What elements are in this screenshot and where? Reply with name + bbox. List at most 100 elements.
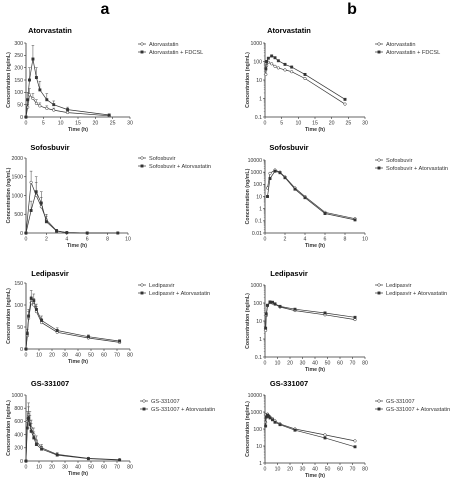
x-tick-label: 40 <box>75 353 81 359</box>
x-tick-label: 15 <box>75 121 81 127</box>
series-line <box>267 169 356 220</box>
y-tick-label: 10 <box>256 78 262 84</box>
x-tick-label: 0 <box>264 237 267 243</box>
y-tick-label: 50 <box>17 325 23 331</box>
data-point <box>353 445 357 449</box>
data-point <box>353 218 357 222</box>
data-point <box>276 59 280 63</box>
data-point <box>264 312 268 316</box>
y-tick-label: 10000 <box>248 393 263 399</box>
x-tick-label: 0 <box>25 121 28 127</box>
x-tick-label: 70 <box>350 361 356 367</box>
x-tick-label: 80 <box>362 467 368 473</box>
x-tick-label: 0 <box>264 361 267 367</box>
series-line <box>265 414 356 448</box>
panel-label-b: b <box>347 1 357 18</box>
data-point <box>118 458 122 462</box>
x-tick-label: 10 <box>295 121 301 127</box>
data-point <box>266 303 269 307</box>
x-axis-label: Time (h) <box>305 243 325 249</box>
legend-label: Sofosbuvir <box>149 156 176 162</box>
x-tick-label: 0 <box>264 467 267 473</box>
y-tick-label: 10 <box>256 194 262 200</box>
legend-marker <box>142 407 146 411</box>
data-point <box>273 169 277 173</box>
data-point <box>323 433 327 437</box>
series-line <box>265 61 346 105</box>
data-point <box>34 443 38 446</box>
y-tick-label: 600 <box>14 419 23 425</box>
data-point <box>31 96 35 101</box>
data-point <box>270 62 274 66</box>
series-line <box>25 414 120 462</box>
x-axis-label: Time (h) <box>68 471 88 477</box>
data-point <box>29 296 33 300</box>
x-tick-label: 70 <box>114 465 120 471</box>
legend-label: GS-331007 + Atorvastatin <box>386 407 450 413</box>
y-tick-label: 100 <box>14 90 23 96</box>
legend-marker <box>140 42 144 46</box>
data-point <box>34 190 38 194</box>
x-axis-label: Time (h) <box>68 359 88 365</box>
data-point <box>55 453 59 457</box>
x-axis-label: Time (h) <box>305 127 325 133</box>
data-point <box>323 311 327 315</box>
y-axis-label: Concentration (ng/mL) <box>245 168 251 224</box>
x-tick-label: 5 <box>42 121 45 127</box>
y-tick-label: 500 <box>14 212 23 218</box>
x-tick-label: 10 <box>36 465 42 471</box>
y-tick-label: 0 <box>20 231 23 237</box>
legend-marker <box>377 42 381 46</box>
data-point <box>24 115 28 119</box>
legend-label: GS-331007 <box>151 399 180 405</box>
data-point <box>65 231 69 235</box>
data-point <box>86 457 90 461</box>
y-tick-label: 1 <box>259 337 262 343</box>
data-point <box>55 229 59 233</box>
y-tick-label: 1 <box>259 206 262 212</box>
y-tick-label: 0 <box>20 115 23 121</box>
data-point <box>268 177 272 180</box>
legend-label: Atorvastatin <box>386 42 416 48</box>
data-point <box>38 88 42 92</box>
data-point <box>55 329 59 332</box>
data-point <box>34 307 38 311</box>
legend-label: Sofosbuvir <box>386 158 413 164</box>
data-point <box>25 332 29 336</box>
chart-title: Atorvastatin <box>28 26 72 35</box>
x-tick-label: 10 <box>362 237 368 243</box>
y-tick-label: 1500 <box>11 175 23 181</box>
chart-title: Ledipasvir <box>31 269 69 278</box>
x-tick-label: 30 <box>62 353 68 359</box>
legend-marker <box>140 283 144 287</box>
x-tick-label: 5 <box>280 121 283 127</box>
y-tick-label: 0.01 <box>252 231 262 237</box>
y-tick-label: 50 <box>17 102 23 108</box>
data-point <box>283 68 287 72</box>
y-tick-label: 100 <box>14 303 23 309</box>
data-point <box>34 76 38 79</box>
x-tick-label: 15 <box>312 121 318 127</box>
data-point <box>52 103 56 107</box>
data-point <box>45 106 49 110</box>
x-tick-label: 50 <box>88 465 94 471</box>
chart-a-sofosbuvir: Sofosbuvir 0 2 4 6 8 10 0 500 1000 1500 2000 Time (h… <box>6 143 211 249</box>
legend-marker <box>140 291 144 295</box>
y-axis-label: Concentration (ng/mL) <box>245 52 251 108</box>
y-tick-label: 100 <box>253 427 262 433</box>
data-point <box>31 57 35 61</box>
y-tick-label: 0 <box>20 347 23 353</box>
series-line <box>25 182 118 234</box>
series-line <box>265 413 356 442</box>
data-point <box>303 196 307 200</box>
y-tick-label: 100 <box>253 301 262 307</box>
data-point <box>343 102 347 106</box>
legend-label: Ledipasvir + Atorvastatin <box>149 291 210 297</box>
chart-b-ledipasvir: Ledipasvir 0 10 20 30 40 50 60 70 80 0.1 1 10 100 1000… <box>245 269 447 373</box>
y-tick-label: 400 <box>14 432 23 438</box>
data-point <box>116 231 120 235</box>
data-point <box>273 302 277 306</box>
data-point <box>24 459 28 463</box>
y-tick-label: 1000 <box>250 170 262 176</box>
data-point <box>268 171 272 175</box>
